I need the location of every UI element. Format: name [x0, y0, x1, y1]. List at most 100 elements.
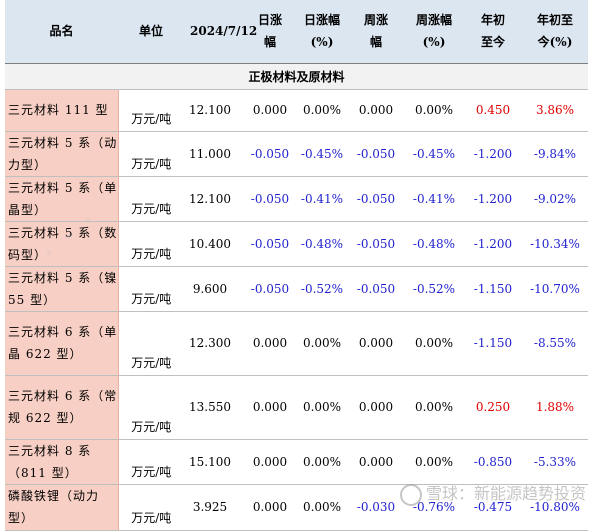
row-week-pct: -0.52% — [412, 281, 456, 296]
table-row: 三元材料 111 型万元/吨 12.100 0.000 0.00% 0.000 0.00%… — [5, 89, 588, 131]
row-name: 三元材料 5 系（数码型） — [5, 221, 119, 266]
row-week-change: 0.000 — [358, 400, 394, 414]
row-day-pct: -0.41% — [300, 191, 344, 206]
row-day-change: -0.050 — [250, 191, 290, 206]
row-week-change: 0.000 — [358, 103, 394, 117]
row-name: 三元材料 8 系（811 型） — [5, 439, 119, 484]
row-ytd-pct: 1.88% — [535, 400, 575, 414]
row-day-pct: 0.00% — [302, 336, 342, 350]
header-date: 2024/7/12 — [184, 0, 257, 63]
row-day-pct: -0.52% — [300, 281, 344, 296]
row-price: 11.000 — [189, 146, 231, 161]
header-day-change: 日涨幅 — [244, 0, 296, 63]
table-row: 三元材料 5 系（镍 55 型） 万元/吨 9.600 -0.050 -0.52% -0.… — [5, 266, 588, 311]
row-day-change: 0.000 — [252, 454, 288, 469]
header-ytd: 年初至今 — [464, 0, 522, 63]
watermark: 雪球：新能源趋势投资 — [400, 480, 586, 506]
header-week-change: 周涨幅 — [348, 0, 404, 63]
row-day-change: 0.000 — [252, 500, 288, 514]
row-day-change: 0.000 — [252, 103, 288, 117]
table-row: 三元材料 5 系（动力型） 万元/吨 11.000 -0.050 -0.45% -0.05… — [5, 131, 588, 176]
row-week-change: 0.000 — [358, 336, 394, 350]
row-name: 三元材料 6 系（单晶 622 型） — [5, 311, 119, 375]
row-ytd-pct: -10.34% — [530, 236, 580, 251]
row-day-pct: 0.00% — [302, 454, 342, 469]
price-table: 品名 单位 2024/7/12 日涨幅 日涨幅(%) 周涨幅 周涨幅(%) 年初… — [5, 0, 588, 531]
row-unit: 万元/吨 — [131, 201, 172, 216]
row-day-pct: -0.45% — [300, 146, 344, 161]
row-week-pct: 0.00% — [414, 103, 454, 117]
row-week-pct: 0.00% — [414, 400, 454, 414]
row-name: 磷酸铁锂（动力型） — [5, 484, 119, 530]
header-ytd-pct: 年初至今(%) — [522, 0, 588, 63]
row-ytd: -1.200 — [473, 236, 513, 251]
section-title: 正极材料及原材料 — [5, 63, 588, 90]
row-price: 15.100 — [189, 454, 231, 469]
row-price: 12.100 — [189, 191, 231, 206]
row-day-pct: 0.00% — [302, 400, 342, 414]
table-row: 三元材料 5 系（数码型） 万元/吨 10.400 -0.050 -0.48% -0.05… — [5, 221, 588, 266]
row-ytd: 0.250 — [475, 400, 511, 414]
table-row: 三元材料 8 系（811 型） 万元/吨 15.100 0.000 0.00% 0.000… — [5, 439, 588, 484]
row-ytd-pct: -10.80% — [530, 500, 580, 514]
row-unit: 万元/吨 — [131, 246, 172, 261]
section-row: 正极材料及原材料 — [5, 63, 588, 90]
row-unit: 万元/吨 — [131, 156, 172, 171]
row-week-pct: -0.48% — [412, 236, 456, 251]
row-name: 三元材料 6 系（常规 622 型） — [5, 375, 119, 439]
row-week-pct: -0.41% — [412, 191, 456, 206]
row-day-change: -0.050 — [250, 281, 290, 296]
row-ytd-pct: -9.02% — [533, 191, 577, 206]
row-week-pct: 0.00% — [414, 336, 454, 350]
row-ytd-pct: 3.86% — [535, 103, 575, 117]
row-name: 三元材料 5 系（镍 55 型） — [5, 266, 119, 311]
row-ytd-pct: -5.33% — [533, 454, 577, 469]
row-price: 9.600 — [192, 281, 228, 296]
row-ytd: -1.150 — [473, 281, 513, 296]
watermark-text: 雪球：新能源趋势投资 — [426, 484, 587, 503]
row-week-change: 0.000 — [358, 454, 394, 469]
table-row: 三元材料 6 系（单晶 622 型） 万元/吨 12.300 0.000 0.00% 0.… — [5, 311, 588, 375]
row-day-change: -0.050 — [250, 146, 290, 161]
row-unit: 万元/吨 — [131, 355, 172, 370]
row-price: 12.100 — [189, 103, 231, 117]
row-unit: 万元/吨 — [131, 111, 172, 126]
row-unit: 万元/吨 — [131, 419, 172, 434]
row-week-change: -0.050 — [356, 146, 396, 161]
row-ytd: -1.150 — [473, 336, 513, 350]
row-price: 12.300 — [189, 336, 231, 350]
row-unit: 万元/吨 — [131, 464, 172, 479]
row-unit: 万元/吨 — [131, 291, 172, 306]
row-week-pct: -0.45% — [412, 146, 456, 161]
row-name: 三元材料 111 型 — [5, 89, 119, 131]
header-unit: 单位 — [118, 0, 184, 63]
row-day-change: 0.000 — [252, 400, 288, 414]
row-week-change: -0.030 — [356, 500, 396, 514]
row-ytd: -1.200 — [473, 191, 513, 206]
row-name: 三元材料 5 系（动力型） — [5, 131, 119, 176]
row-ytd: -1.200 — [473, 146, 513, 161]
table-row: 三元材料 6 系（常规 622 型） 万元/吨 13.550 0.000 0.00% 0.… — [5, 375, 588, 439]
row-week-pct: -0.76% — [412, 500, 456, 514]
row-ytd: 0.450 — [475, 103, 511, 117]
row-ytd-pct: -8.55% — [533, 336, 577, 350]
header-day-pct: 日涨幅(%) — [296, 0, 348, 63]
header-row: 品名 单位 2024/7/12 日涨幅 日涨幅(%) 周涨幅 周涨幅(%) 年初… — [5, 0, 588, 63]
row-price: 13.550 — [189, 400, 231, 414]
row-day-pct: 0.00% — [302, 500, 342, 514]
row-price: 10.400 — [189, 236, 231, 251]
row-ytd-pct: -10.70% — [530, 281, 580, 296]
header-name: 品名 — [5, 0, 118, 63]
row-price: 3.925 — [192, 500, 228, 514]
row-week-pct: 0.00% — [414, 454, 454, 469]
header-week-pct: 周涨幅(%) — [404, 0, 464, 63]
row-day-pct: -0.48% — [300, 236, 344, 251]
row-ytd-pct: -9.84% — [533, 146, 577, 161]
table-row: 三元材料 5 系（单晶型） 万元/吨 12.100 -0.050 -0.41% -0.05… — [5, 176, 588, 221]
row-ytd: -0.850 — [473, 454, 513, 469]
row-day-change: 0.000 — [252, 336, 288, 350]
row-unit: 万元/吨 — [131, 510, 172, 525]
snowball-logo-icon — [400, 483, 422, 506]
row-day-change: -0.050 — [250, 236, 290, 251]
row-ytd: -0.475 — [473, 500, 513, 514]
